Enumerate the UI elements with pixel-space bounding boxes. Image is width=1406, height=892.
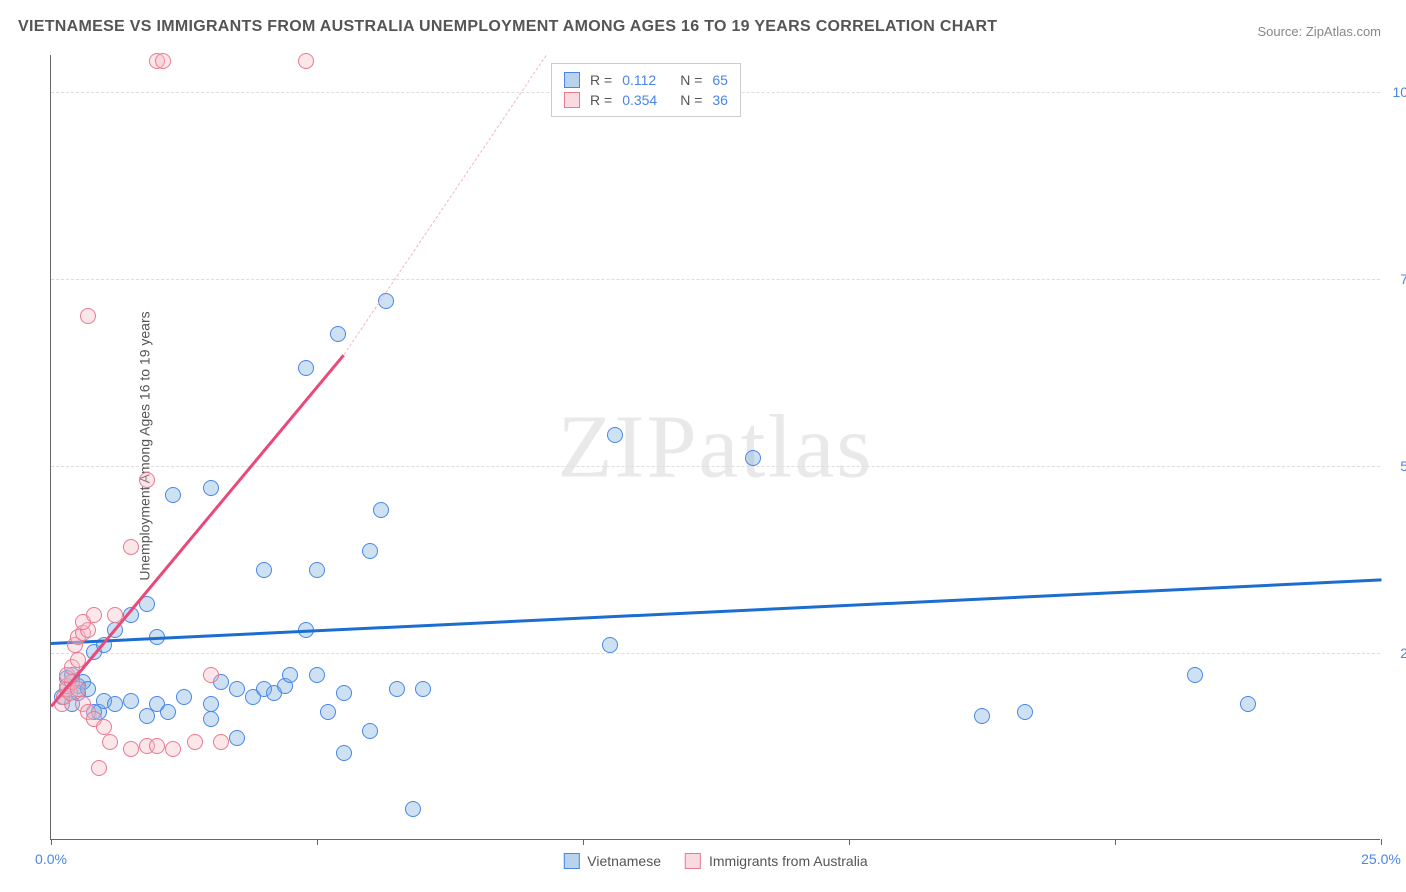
scatter-point [602, 637, 618, 653]
watermark-zip: ZIP [558, 398, 699, 497]
series-name: Vietnamese [587, 853, 661, 869]
scatter-point [336, 745, 352, 761]
scatter-point [123, 539, 139, 555]
scatter-point [70, 681, 86, 697]
scatter-point [160, 704, 176, 720]
trend-line [50, 354, 345, 707]
y-tick-label: 75.0% [1385, 271, 1406, 287]
legend-n-label: N = [680, 92, 702, 108]
scatter-point [165, 741, 181, 757]
stats-legend-row: R = 0.112 N = 65 [564, 70, 728, 90]
legend-r-label: R = [590, 92, 612, 108]
scatter-point [405, 801, 421, 817]
scatter-point [298, 53, 314, 69]
legend-swatch [564, 92, 580, 108]
y-tick-label: 25.0% [1385, 645, 1406, 661]
scatter-point [229, 681, 245, 697]
scatter-point [176, 689, 192, 705]
x-tick [849, 839, 850, 845]
scatter-point [362, 543, 378, 559]
x-tick [317, 839, 318, 845]
source-label: Source: ZipAtlas.com [1257, 24, 1381, 39]
scatter-point [123, 693, 139, 709]
scatter-point [203, 667, 219, 683]
scatter-point [336, 685, 352, 701]
watermark: ZIPatlas [558, 396, 874, 499]
series-legend-item: Vietnamese [563, 853, 661, 869]
legend-r-value: 0.354 [622, 92, 670, 108]
scatter-point [213, 734, 229, 750]
legend-r-label: R = [590, 72, 612, 88]
scatter-point [298, 360, 314, 376]
series-legend: Vietnamese Immigrants from Australia [563, 853, 867, 869]
watermark-atlas: atlas [699, 398, 874, 497]
legend-n-value: 65 [712, 72, 728, 88]
scatter-point [974, 708, 990, 724]
legend-n-value: 36 [712, 92, 728, 108]
scatter-point [203, 711, 219, 727]
stats-legend-row: R = 0.354 N = 36 [564, 90, 728, 110]
scatter-point [309, 667, 325, 683]
x-tick [1115, 839, 1116, 845]
y-tick-label: 50.0% [1385, 458, 1406, 474]
scatter-point [362, 723, 378, 739]
scatter-point [373, 502, 389, 518]
scatter-point [123, 741, 139, 757]
chart-title: VIETNAMESE VS IMMIGRANTS FROM AUSTRALIA … [18, 18, 997, 36]
scatter-point [165, 487, 181, 503]
scatter-point [203, 480, 219, 496]
scatter-point [107, 696, 123, 712]
series-legend-item: Immigrants from Australia [685, 853, 868, 869]
scatter-point [102, 734, 118, 750]
scatter-point [187, 734, 203, 750]
series-name: Immigrants from Australia [709, 853, 868, 869]
x-tick [1381, 839, 1382, 845]
legend-r-value: 0.112 [622, 72, 670, 88]
legend-swatch [563, 853, 579, 869]
gridline [51, 653, 1380, 654]
scatter-point [96, 719, 112, 735]
trend-line [343, 55, 546, 355]
scatter-point [282, 667, 298, 683]
stats-legend: R = 0.112 N = 65 R = 0.354 N = 36 [551, 63, 741, 117]
x-tick-label: 0.0% [35, 851, 67, 867]
scatter-point [91, 760, 107, 776]
scatter-point [415, 681, 431, 697]
scatter-point [745, 450, 761, 466]
scatter-point [86, 607, 102, 623]
legend-swatch [685, 853, 701, 869]
scatter-point [607, 427, 623, 443]
scatter-point [389, 681, 405, 697]
x-tick-label: 25.0% [1361, 851, 1401, 867]
scatter-point [203, 696, 219, 712]
scatter-point [1240, 696, 1256, 712]
scatter-point [149, 738, 165, 754]
x-tick [583, 839, 584, 845]
scatter-point [229, 730, 245, 746]
scatter-point [1017, 704, 1033, 720]
trend-line [51, 578, 1381, 644]
scatter-point [139, 472, 155, 488]
x-tick [51, 839, 52, 845]
scatter-point [256, 562, 272, 578]
scatter-point [1187, 667, 1203, 683]
legend-swatch [564, 72, 580, 88]
scatter-point [330, 326, 346, 342]
legend-n-label: N = [680, 72, 702, 88]
gridline [51, 279, 1380, 280]
scatter-point [309, 562, 325, 578]
scatter-point [155, 53, 171, 69]
scatter-plot: ZIPatlas 25.0%50.0%75.0%100.0%0.0%25.0%R… [50, 55, 1380, 840]
scatter-point [80, 308, 96, 324]
y-tick-label: 100.0% [1385, 84, 1406, 100]
scatter-point [320, 704, 336, 720]
